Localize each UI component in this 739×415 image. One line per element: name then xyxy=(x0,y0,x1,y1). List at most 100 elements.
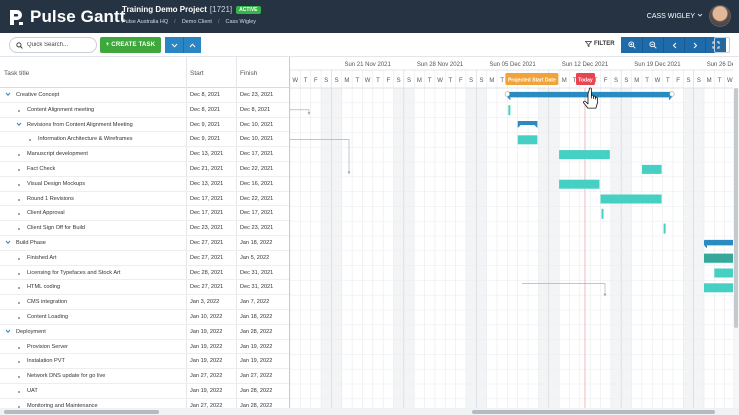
task-finish[interactable]: Jan 19, 2022 xyxy=(240,343,273,350)
task-start[interactable]: Dec 28, 2021 xyxy=(190,269,224,276)
task-start[interactable]: Jan 27, 2022 xyxy=(190,402,223,408)
task-start[interactable]: Dec 17, 2021 xyxy=(190,210,224,217)
task-finish[interactable]: Jan 28, 2022 xyxy=(240,328,273,335)
fullscreen-button[interactable] xyxy=(705,37,726,53)
task-bar[interactable] xyxy=(600,194,662,204)
task-finish[interactable]: Jan 19, 2022 xyxy=(240,358,273,365)
user-menu[interactable]: CASS WIGLEY xyxy=(647,12,703,20)
drag-handle[interactable] xyxy=(669,91,675,97)
zoom-out-button[interactable] xyxy=(642,37,663,53)
app-logo[interactable]: Pulse Gantt xyxy=(8,6,126,28)
table-row[interactable]: HTML coding Dec 27, 2021 Dec 31, 2021 xyxy=(0,280,289,296)
drag-handle[interactable] xyxy=(504,91,510,97)
task-name[interactable]: Client Sign Off for Build xyxy=(27,225,86,232)
task-name[interactable]: Creative Concept xyxy=(16,92,60,98)
table-row[interactable]: Round 1 Revisions Dec 17, 2021 Dec 22, 202… xyxy=(0,192,289,207)
grid-splitter[interactable] xyxy=(289,57,290,415)
task-finish[interactable]: Dec 16, 2021 xyxy=(240,180,274,187)
summary-bar[interactable] xyxy=(704,239,733,246)
task-start[interactable]: Dec 27, 2021 xyxy=(190,254,224,261)
task-name[interactable]: Information Architecture & Wireframes xyxy=(38,136,133,143)
task-finish[interactable]: Dec 10, 2021 xyxy=(240,121,274,128)
table-row[interactable]: Client Sign Off for Build Dec 23, 2021 Dec… xyxy=(0,221,289,236)
grid-scroll-thumb[interactable] xyxy=(4,409,159,414)
task-bar[interactable] xyxy=(641,164,662,174)
task-start[interactable]: Dec 8, 2021 xyxy=(190,92,221,98)
task-start[interactable]: Dec 9, 2021 xyxy=(190,136,221,143)
task-name[interactable]: Deployment xyxy=(16,328,46,335)
task-finish[interactable]: Dec 23, 2021 xyxy=(240,225,274,232)
task-name[interactable]: Client Approval xyxy=(27,210,65,217)
table-row[interactable]: CMS integration Jan 3, 2022 Jan 7, 2022 xyxy=(0,295,289,310)
projected-start-marker[interactable] xyxy=(505,73,559,85)
task-name[interactable]: Content Alignment meeting xyxy=(27,106,95,113)
task-start[interactable]: Jan 10, 2022 xyxy=(190,314,223,320)
table-row[interactable]: Creative Concept Dec 8, 2021 Dec 23, 2021 xyxy=(0,88,289,103)
task-bar[interactable] xyxy=(517,135,538,145)
task-start[interactable]: Jan 19, 2022 xyxy=(190,388,223,394)
task-finish[interactable]: Dec 17, 2021 xyxy=(240,151,274,158)
chevron-down-icon[interactable] xyxy=(16,121,22,129)
task-bar[interactable] xyxy=(559,150,610,160)
task-name[interactable]: CMS integration xyxy=(27,299,68,306)
task-finish[interactable]: Dec 31, 2021 xyxy=(240,269,274,276)
task-finish[interactable]: Dec 22, 2021 xyxy=(240,166,274,172)
task-name[interactable]: Monitoring and Maintenance xyxy=(27,402,98,408)
task-finish[interactable]: Jan 18, 2022 xyxy=(240,240,273,246)
table-row[interactable]: Network DNS update for go live Jan 27, 20… xyxy=(0,369,289,384)
column-header-start[interactable]: Start xyxy=(190,70,204,77)
table-row[interactable]: Licensing for Typefaces and Stock Art Dec… xyxy=(0,266,289,281)
task-name[interactable]: Visual Design Mockups xyxy=(27,180,86,187)
task-name[interactable]: Network DNS update for go live xyxy=(27,373,106,380)
task-name[interactable]: Content Loading xyxy=(27,314,69,320)
table-row[interactable]: Monitoring and Maintenance Jan 27, 2022 Ja… xyxy=(0,399,289,408)
table-row[interactable]: Content Alignment meeting Dec 8, 2021 Dec … xyxy=(0,103,289,118)
task-finish[interactable]: Jan 28, 2022 xyxy=(240,402,273,408)
task-finish[interactable]: Dec 8, 2021 xyxy=(240,106,271,113)
task-start[interactable]: Jan 19, 2022 xyxy=(190,358,223,365)
table-row[interactable]: Finished Art Dec 27, 2021 Jan 5, 2022 xyxy=(0,251,289,266)
table-row[interactable]: Information Architecture & Wireframes Dec… xyxy=(0,132,289,148)
vertical-scrollbar[interactable] xyxy=(733,88,739,408)
breadcrumb-item[interactable]: Demo Client xyxy=(181,19,212,25)
timeline-scroll-thumb[interactable] xyxy=(472,409,715,414)
subgroup-bar[interactable] xyxy=(517,121,538,128)
table-row[interactable]: Visual Design Mockups Dec 13, 2021 Dec 16,… xyxy=(0,177,289,192)
column-header-finish[interactable]: Finish xyxy=(240,70,258,77)
breadcrumb-item[interactable]: Pulse Australia HQ xyxy=(122,19,169,25)
table-row[interactable]: UAT Jan 19, 2022 Jan 28, 2022 xyxy=(0,384,289,399)
task-name[interactable]: Licensing for Typefaces and Stock Art xyxy=(27,269,121,276)
horizontal-scrollbar[interactable] xyxy=(0,408,739,415)
task-finish[interactable]: Dec 22, 2021 xyxy=(240,195,274,202)
table-row[interactable]: Manuscript development Dec 13, 2021 Dec 17… xyxy=(0,147,289,162)
table-row[interactable]: Instalation PVT Jan 19, 2022 Jan 19, 2022 xyxy=(0,354,289,370)
scroll-next-button[interactable] xyxy=(684,37,705,53)
task-start[interactable]: Dec 13, 2021 xyxy=(190,180,224,187)
vertical-scroll-thumb[interactable] xyxy=(734,88,738,328)
task-name[interactable]: Instalation PVT xyxy=(27,358,65,365)
task-start[interactable]: Dec 13, 2021 xyxy=(190,151,224,158)
task-finish[interactable]: Jan 7, 2022 xyxy=(240,299,270,306)
table-row[interactable]: Build Phase Dec 27, 2021 Jan 18, 2022 xyxy=(0,236,289,251)
task-name[interactable]: Manuscript development xyxy=(27,151,88,158)
milestone-bar[interactable] xyxy=(601,208,604,219)
task-name[interactable]: HTML coding xyxy=(27,284,61,291)
task-bar[interactable] xyxy=(704,283,733,293)
table-row[interactable]: Deployment Jan 19, 2022 Jan 28, 2022 xyxy=(0,325,289,340)
task-start[interactable]: Dec 21, 2021 xyxy=(190,166,224,172)
table-row[interactable]: Revisions from Content Alignment Meeting… xyxy=(0,118,289,133)
chevron-down-icon[interactable] xyxy=(5,239,11,247)
search-input[interactable] xyxy=(27,42,91,48)
task-start[interactable]: Dec 27, 2021 xyxy=(190,284,224,291)
task-finish[interactable]: Dec 10, 2021 xyxy=(240,136,274,143)
milestone-bar[interactable] xyxy=(663,223,666,234)
chevron-down-icon[interactable] xyxy=(5,91,11,99)
task-name[interactable]: UAT xyxy=(27,388,38,394)
column-divider[interactable] xyxy=(186,57,187,408)
column-header-title[interactable]: Task title xyxy=(4,70,30,77)
task-finish[interactable]: Dec 17, 2021 xyxy=(240,210,274,217)
column-divider[interactable] xyxy=(236,57,237,408)
today-marker[interactable] xyxy=(575,73,595,85)
task-bar[interactable] xyxy=(714,268,733,278)
table-row[interactable]: Provision Server Jan 19, 2022 Jan 19, 2022 xyxy=(0,340,289,355)
